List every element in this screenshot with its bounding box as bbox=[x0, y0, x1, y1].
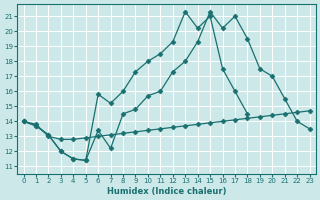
X-axis label: Humidex (Indice chaleur): Humidex (Indice chaleur) bbox=[107, 187, 226, 196]
